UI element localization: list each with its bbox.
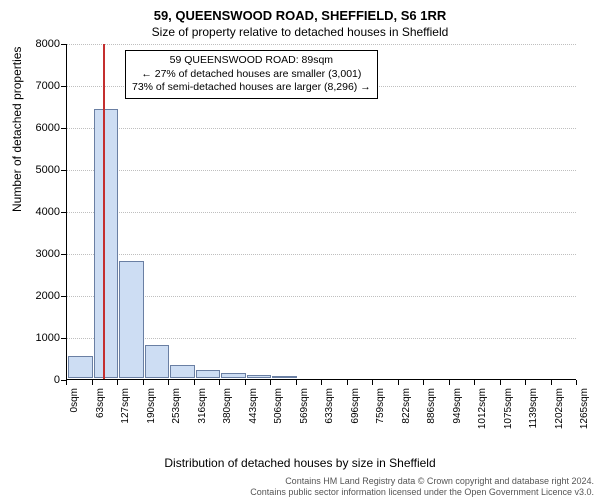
x-tick-mark [245, 380, 246, 385]
marker-info-box: 59 QUEENSWOOD ROAD: 89sqm ← 27% of detac… [125, 50, 378, 99]
x-tick-label: 0sqm [69, 388, 80, 412]
gridline [67, 44, 576, 45]
x-tick-label: 569sqm [299, 388, 310, 424]
x-tick-mark [372, 380, 373, 385]
x-tick-label: 1265sqm [579, 388, 590, 429]
x-tick-mark [321, 380, 322, 385]
y-tick-mark [61, 254, 66, 255]
chart-area: 59 QUEENSWOOD ROAD: 89sqm ← 27% of detac… [66, 44, 576, 380]
x-tick-label: 127sqm [120, 388, 131, 424]
page-title: 59, QUEENSWOOD ROAD, SHEFFIELD, S6 1RR [0, 0, 600, 23]
gridline [67, 254, 576, 255]
y-tick-label: 7000 [18, 80, 60, 92]
x-tick-label: 506sqm [273, 388, 284, 424]
info-line-2: ← 27% of detached houses are smaller (3,… [132, 68, 371, 82]
x-tick-mark [219, 380, 220, 385]
x-tick-label: 949sqm [452, 388, 463, 424]
y-tick-mark [61, 296, 66, 297]
x-tick-mark [296, 380, 297, 385]
gridline [67, 170, 576, 171]
y-tick-mark [61, 86, 66, 87]
x-tick-mark [576, 380, 577, 385]
x-tick-mark [449, 380, 450, 385]
x-tick-mark [92, 380, 93, 385]
y-tick-mark [61, 338, 66, 339]
x-tick-label: 190sqm [146, 388, 157, 424]
x-tick-label: 316sqm [197, 388, 208, 424]
chart-subtitle: Size of property relative to detached ho… [0, 23, 600, 39]
x-tick-label: 1202sqm [554, 388, 565, 429]
x-tick-label: 822sqm [401, 388, 412, 424]
y-tick-label: 6000 [18, 122, 60, 134]
x-tick-label: 253sqm [171, 388, 182, 424]
x-tick-mark [117, 380, 118, 385]
x-tick-mark [347, 380, 348, 385]
histogram-bar [221, 373, 246, 378]
y-tick-mark [61, 128, 66, 129]
histogram-bar [94, 109, 119, 378]
y-tick-mark [61, 212, 66, 213]
x-tick-label: 759sqm [375, 388, 386, 424]
histogram-bar [247, 375, 272, 378]
x-tick-label: 443sqm [248, 388, 259, 424]
x-axis-label: Distribution of detached houses by size … [0, 456, 600, 470]
x-tick-mark [474, 380, 475, 385]
x-tick-label: 380sqm [222, 388, 233, 424]
property-marker-line [103, 44, 105, 379]
footer-line-2: Contains public sector information licen… [0, 487, 594, 498]
histogram-bar [119, 261, 144, 378]
y-tick-mark [61, 170, 66, 171]
histogram-bar [68, 356, 93, 378]
x-tick-label: 633sqm [324, 388, 335, 424]
x-tick-label: 1075sqm [503, 388, 514, 429]
x-tick-label: 886sqm [426, 388, 437, 424]
gridline [67, 212, 576, 213]
y-tick-label: 1000 [18, 332, 60, 344]
y-tick-label: 3000 [18, 248, 60, 260]
x-tick-mark [500, 380, 501, 385]
plot-region: 59 QUEENSWOOD ROAD: 89sqm ← 27% of detac… [66, 44, 576, 380]
attribution-footer: Contains HM Land Registry data © Crown c… [0, 476, 594, 499]
y-tick-label: 5000 [18, 164, 60, 176]
y-tick-label: 0 [18, 374, 60, 386]
info-line-1: 59 QUEENSWOOD ROAD: 89sqm [132, 54, 371, 68]
histogram-bar [272, 376, 297, 378]
x-tick-label: 1139sqm [528, 388, 539, 428]
y-tick-mark [61, 44, 66, 45]
y-tick-label: 4000 [18, 206, 60, 218]
info-line-3: 73% of semi-detached houses are larger (… [132, 81, 371, 95]
footer-line-1: Contains HM Land Registry data © Crown c… [0, 476, 594, 487]
x-tick-mark [423, 380, 424, 385]
x-tick-label: 1012sqm [477, 388, 488, 429]
histogram-bar [196, 370, 221, 378]
x-tick-label: 696sqm [350, 388, 361, 424]
y-tick-label: 2000 [18, 290, 60, 302]
x-tick-mark [525, 380, 526, 385]
y-tick-label: 8000 [18, 38, 60, 50]
x-tick-mark [66, 380, 67, 385]
x-tick-mark [168, 380, 169, 385]
histogram-bar [145, 345, 170, 378]
x-tick-mark [551, 380, 552, 385]
x-tick-mark [194, 380, 195, 385]
x-tick-mark [270, 380, 271, 385]
histogram-bar [170, 365, 195, 378]
gridline [67, 128, 576, 129]
x-tick-mark [143, 380, 144, 385]
x-tick-label: 63sqm [95, 388, 106, 418]
x-tick-mark [398, 380, 399, 385]
